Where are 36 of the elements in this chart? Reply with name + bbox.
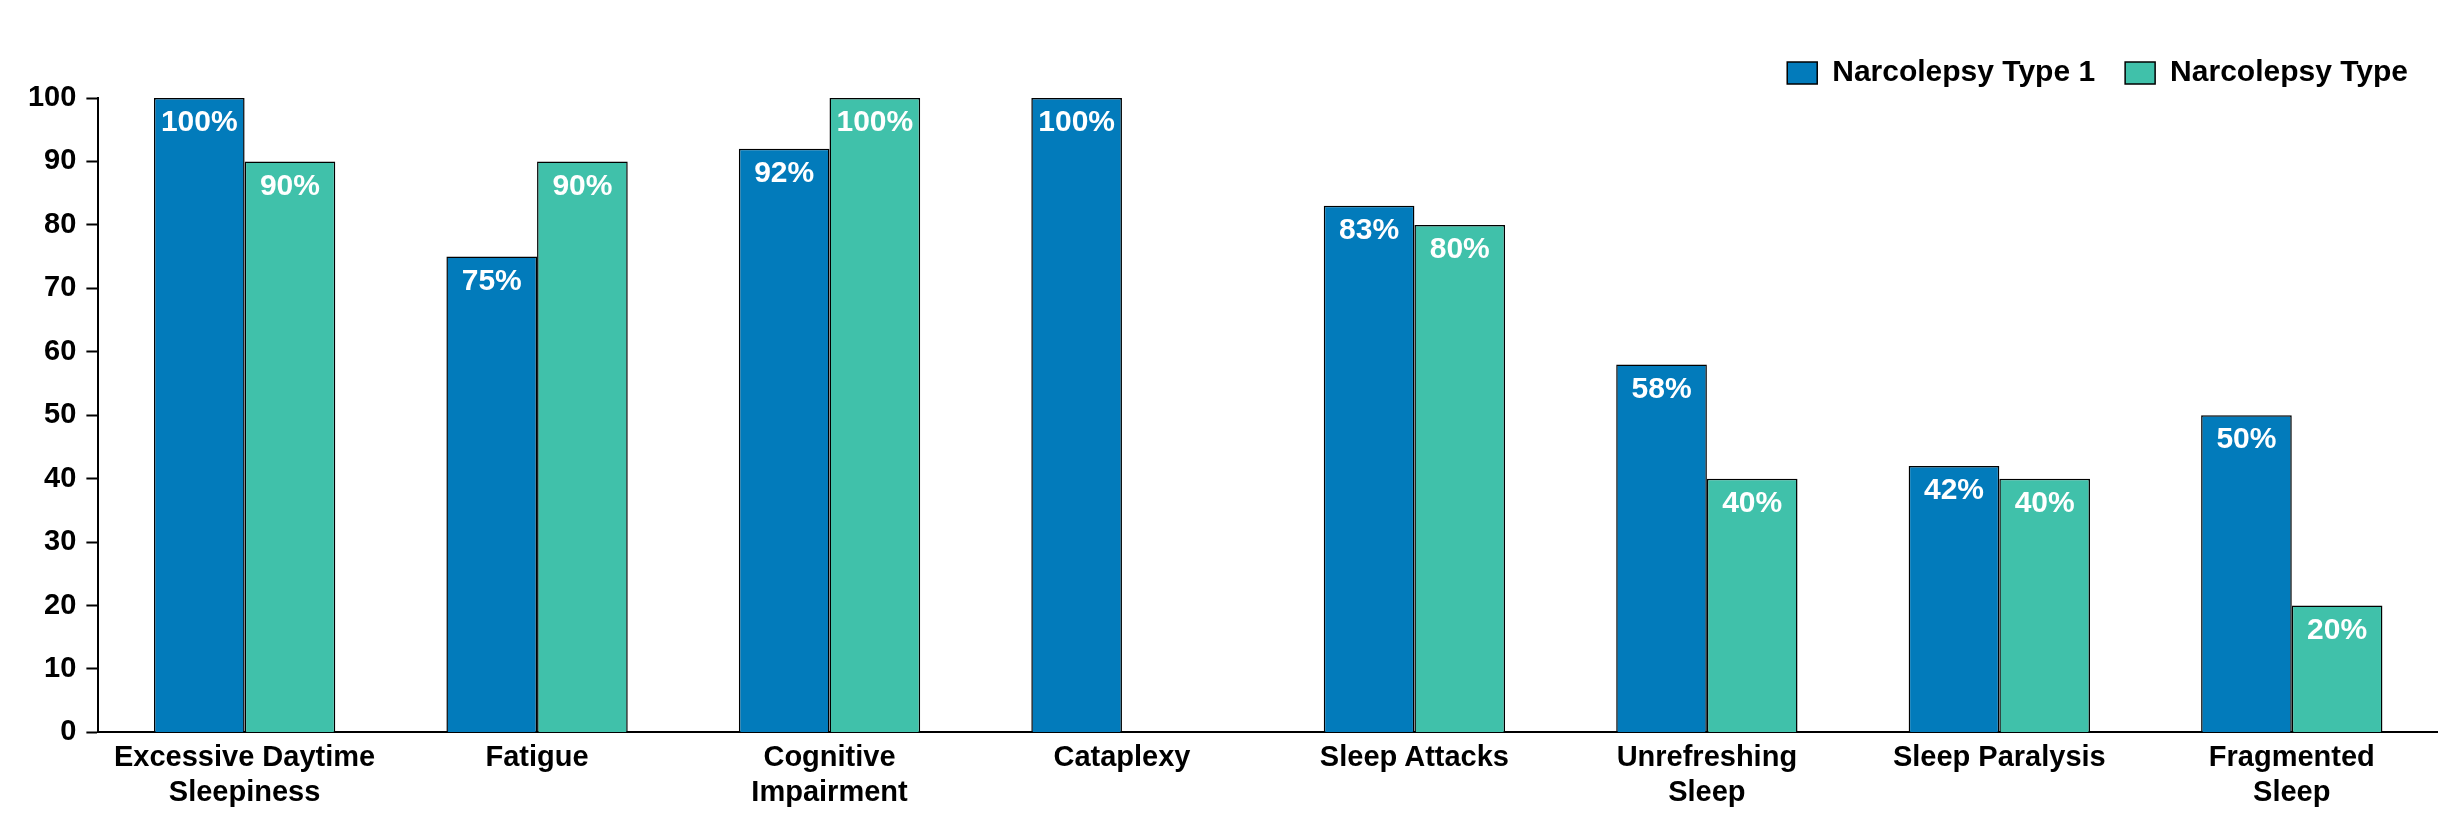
y-tick-label: 10 [44,650,77,683]
data-label: 92% [754,155,815,189]
x-tick-label: Sleep Paralysis [1892,739,2106,772]
y-tick-label: 70 [44,270,77,303]
y-tick-label: 60 [44,333,77,366]
legend-label: Narcolepsy Type 1 [1832,54,2096,88]
data-label: 83% [1339,212,1400,246]
data-label: 42% [1923,472,1985,506]
x-tick-label: Excessive Daytime Sleepiness [114,739,376,807]
data-label: 90% [552,167,613,201]
data-label: 80% [1429,231,1490,265]
data-label: 75% [461,262,522,296]
x-tick-label: Sleep Attacks [1319,739,1509,772]
legend-label: Narcolepsy Type [2170,54,2409,88]
x-tick-label: Fragmented Sleep [2208,739,2375,807]
data-label: 100% [1038,104,1115,138]
x-tick-label: Unrefreshing Sleep [1616,739,1798,807]
data-label: 90% [259,167,320,201]
y-tick-label: 100 [27,80,77,112]
data-label: 40% [2014,484,2075,518]
y-tick-label: 30 [44,524,77,557]
data-label: 58% [1631,370,1692,404]
data-label: 100% [836,104,914,138]
y-tick-label: 50 [44,397,77,430]
data-label: 50% [2216,421,2277,455]
y-tick-label: 40 [44,460,77,493]
y-tick-label: 90 [44,143,77,176]
y-tick-label: 0 [60,714,77,747]
x-tick-label: Fatigue [485,739,589,772]
x-tick-label: Cataplexy [1053,739,1191,772]
y-tick-label: 80 [44,206,77,239]
data-label: 100% [160,104,238,138]
data-label: 40% [1722,484,1783,518]
data-label: 20% [2307,611,2368,645]
y-tick-label: 20 [44,587,77,620]
x-tick-label: Cognitive Impairment [751,739,909,807]
